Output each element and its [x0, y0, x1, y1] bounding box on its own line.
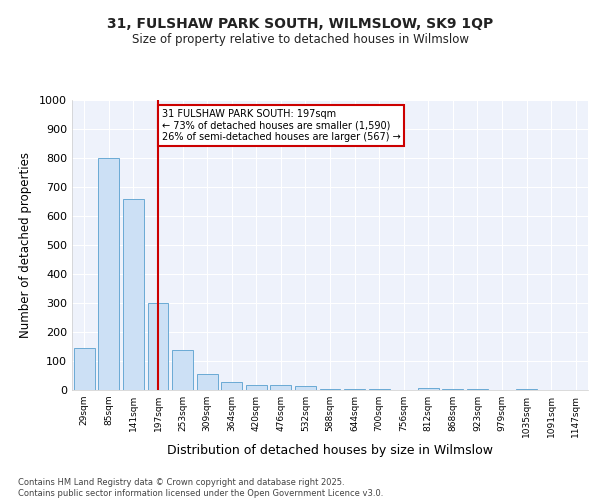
X-axis label: Distribution of detached houses by size in Wilmslow: Distribution of detached houses by size …: [167, 444, 493, 457]
Y-axis label: Number of detached properties: Number of detached properties: [19, 152, 32, 338]
Bar: [98, 158, 119, 390]
Bar: [148, 303, 169, 390]
Bar: [418, 388, 439, 390]
Text: 31 FULSHAW PARK SOUTH: 197sqm
← 73% of detached houses are smaller (1,590)
26% o: 31 FULSHAW PARK SOUTH: 197sqm ← 73% of d…: [161, 108, 400, 142]
Bar: [221, 382, 242, 390]
Bar: [295, 386, 316, 390]
Bar: [320, 389, 340, 390]
Bar: [344, 389, 365, 390]
Text: Size of property relative to detached houses in Wilmslow: Size of property relative to detached ho…: [131, 32, 469, 46]
Bar: [516, 389, 537, 390]
Bar: [442, 388, 463, 390]
Bar: [123, 198, 144, 390]
Bar: [197, 374, 218, 390]
Text: 31, FULSHAW PARK SOUTH, WILMSLOW, SK9 1QP: 31, FULSHAW PARK SOUTH, WILMSLOW, SK9 1Q…: [107, 18, 493, 32]
Text: Contains HM Land Registry data © Crown copyright and database right 2025.
Contai: Contains HM Land Registry data © Crown c…: [18, 478, 383, 498]
Bar: [271, 385, 292, 390]
Bar: [172, 350, 193, 390]
Bar: [246, 385, 267, 390]
Bar: [74, 348, 95, 390]
